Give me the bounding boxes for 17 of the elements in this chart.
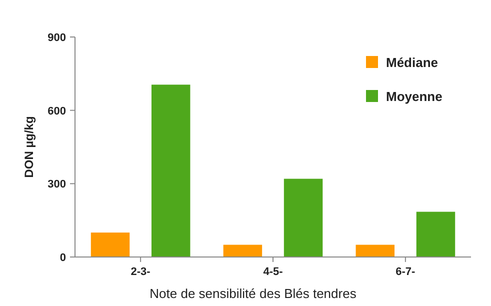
- bar: [416, 212, 456, 257]
- y-tick-label: 900: [48, 32, 66, 44]
- y-tick-label: 0: [60, 252, 66, 264]
- bar: [90, 232, 130, 257]
- bar: [151, 84, 190, 257]
- y-tick-label: 600: [48, 105, 66, 118]
- x-axis-title: Note de sensibilité des Blés tendres: [150, 286, 357, 301]
- bar: [284, 178, 323, 257]
- x-tick-label: 4-5-: [263, 266, 284, 278]
- x-tick-label: 2-3-: [130, 266, 151, 278]
- legend-label: Médiane: [386, 55, 438, 70]
- x-tick-label: 6-7-: [396, 266, 416, 278]
- y-axis-title: DON µg/kg: [22, 116, 36, 178]
- bar: [223, 244, 262, 257]
- bar: [356, 244, 395, 257]
- legend-label: Moyenne: [386, 89, 442, 104]
- y-tick-label: 300: [48, 178, 66, 191]
